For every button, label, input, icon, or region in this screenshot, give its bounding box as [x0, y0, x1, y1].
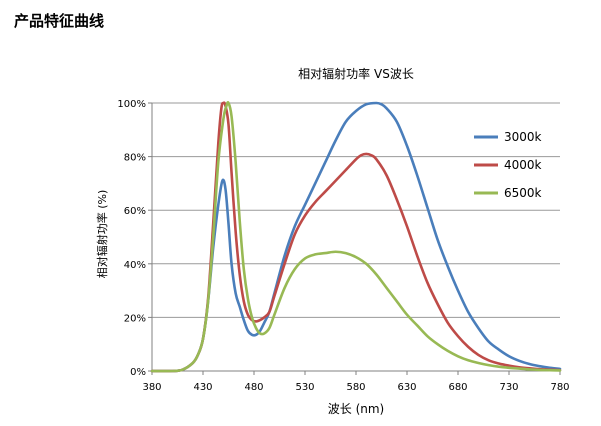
chart-title: 相对辐射功率 VS波长 [298, 66, 414, 81]
x-axis-label: 波长 (nm) [328, 402, 384, 416]
y-tick-label: 80% [124, 153, 146, 164]
series-line-4000k [150, 101, 562, 373]
axes [148, 102, 561, 375]
x-tick-label: 430 [193, 382, 212, 393]
y-tick-label: 40% [124, 260, 146, 271]
x-tick-label: 580 [346, 382, 365, 393]
y-tick-label: 100% [117, 99, 146, 110]
series-line-6500k [150, 100, 562, 373]
series-line-3000k [150, 101, 562, 373]
x-tick-label: 530 [295, 382, 314, 393]
y-tick-label: 20% [124, 313, 146, 324]
page-title: 产品特征曲线 [14, 12, 105, 30]
series-lines [150, 100, 562, 373]
x-tick-label: 380 [142, 382, 161, 393]
legend-label-6500k: 6500k [504, 186, 542, 200]
y-tick-label: 60% [124, 206, 146, 217]
legend-label-4000k: 4000k [504, 158, 542, 172]
x-tick-label: 730 [499, 382, 518, 393]
tick-labels: 0% 20% 40% 60% 80% 100% 380 430 480 530 580 630 680 7… [117, 99, 569, 393]
y-tick-label: 0% [130, 367, 146, 378]
y-axis-label: 相对辐射功率 (%) [95, 190, 109, 279]
x-tick-label: 680 [448, 382, 467, 393]
x-tick-label: 480 [244, 382, 263, 393]
legend-label-3000k: 3000k [504, 130, 542, 144]
gridlines [152, 102, 560, 318]
x-tick-label: 780 [550, 382, 569, 393]
legend: 3000k 4000k 6500k [474, 130, 542, 200]
x-tick-label: 630 [397, 382, 416, 393]
